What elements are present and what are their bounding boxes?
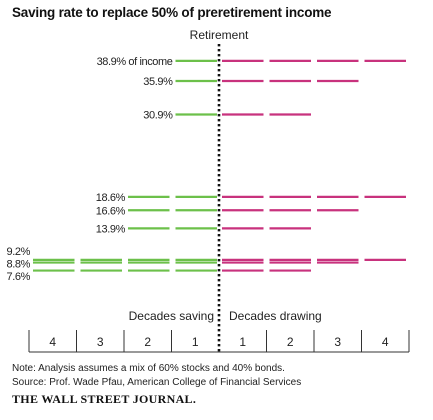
rate-label: 38.9% of income xyxy=(97,56,173,68)
saving-tick-label: 3 xyxy=(97,335,104,349)
rate-label: 7.6% xyxy=(7,271,31,283)
drawing-tick-label: 3 xyxy=(334,335,341,349)
rate-label: 9.2% xyxy=(7,246,31,258)
note-text: Note: Analysis assumes a mix of 60% stoc… xyxy=(12,363,285,374)
drawing-tick-label: 4 xyxy=(382,335,389,349)
rate-label: 18.6% xyxy=(96,192,126,204)
saving-tick-label: 2 xyxy=(144,335,151,349)
chart-notes: Note: Analysis assumes a mix of 60% stoc… xyxy=(12,362,301,390)
source-text: Source: Prof. Wade Pfau, American Colleg… xyxy=(12,377,302,388)
saving-tick-label: 1 xyxy=(192,335,199,349)
rate-label: 30.9% xyxy=(143,109,173,121)
saving-rate-chart: Retirement 38.9% of income 35.9% 30.9% 18.6%… xyxy=(7,28,410,354)
saving-tick-label: 4 xyxy=(49,335,56,349)
rate-label: 8.8% xyxy=(7,258,31,270)
drawing-tick-label: 1 xyxy=(239,335,246,349)
rate-label: 35.9% xyxy=(143,76,173,88)
drawing-tick-label: 2 xyxy=(287,335,294,349)
decades-saving-label: Decades saving xyxy=(129,309,214,323)
publisher-logo: THE WALL STREET JOURNAL. xyxy=(12,392,197,406)
chart-title: Saving rate to replace 50% of preretirem… xyxy=(12,5,332,20)
retirement-label: Retirement xyxy=(190,28,249,42)
decades-drawing-label: Decades drawing xyxy=(229,309,322,323)
rate-label: 13.9% xyxy=(96,223,126,235)
rate-label: 16.6% xyxy=(96,205,126,217)
